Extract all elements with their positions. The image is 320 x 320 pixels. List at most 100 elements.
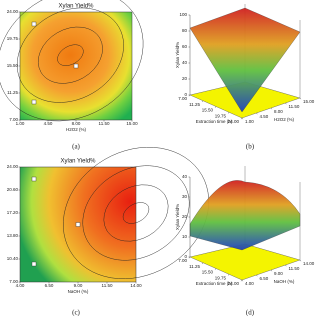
- z-tick-label: 10: [182, 234, 188, 239]
- z-tick-label: 0: [184, 254, 187, 259]
- z-tick-label: 100: [179, 12, 187, 17]
- design-point: [75, 222, 81, 227]
- y-tick-label: 19.75: [7, 36, 19, 41]
- axis-tick: [299, 259, 302, 262]
- contour-line: [82, 165, 190, 261]
- x-tick-label: 8.00: [72, 121, 81, 126]
- axis-tick: [240, 117, 243, 120]
- contour-line: [63, 147, 209, 279]
- axis-tick: [270, 269, 273, 272]
- x-axis-label: H2O2 (%): [66, 127, 87, 132]
- axis-tick-label: 11.50: [289, 266, 300, 271]
- y-tick-label: 10.40: [7, 256, 19, 261]
- axis-tick-label: 11.25: [189, 102, 200, 107]
- z-axis-label: Xylan Yield%: [175, 204, 180, 230]
- y-tick-label: 13.80: [7, 233, 19, 238]
- axis-tick: [256, 112, 258, 115]
- axis-tick-label: 11.50: [289, 104, 300, 109]
- z-tick-label: 60: [182, 44, 188, 49]
- design-point: [31, 261, 37, 267]
- axis-tick: [188, 94, 191, 97]
- design-point: [31, 99, 37, 105]
- axis-tick-label: 19.75: [215, 275, 227, 280]
- axis-tick: [241, 279, 244, 282]
- panel-label: (a): [72, 143, 80, 151]
- axis-tick-label: 19.75: [215, 113, 227, 118]
- panel-label: (d): [246, 309, 255, 317]
- contour-line: [122, 202, 150, 224]
- x-tick-label: 6.50: [45, 283, 54, 288]
- x-axis-label: NaOH (%): [68, 289, 89, 294]
- axis-tick: [188, 256, 191, 259]
- chart-title: Xylan Yield%: [58, 4, 94, 10]
- y-axis-label: Extraction time (h): [196, 119, 233, 124]
- x-tick-label: 11.50: [102, 283, 113, 288]
- axis-tick-label: 9.00: [274, 271, 283, 276]
- axis-tick-label: 4.50: [260, 114, 269, 119]
- y-tick-label: 17.20: [7, 210, 19, 215]
- axis-tick-label: 1.00: [245, 119, 254, 124]
- y-tick-label: 24.00: [7, 164, 19, 169]
- z-tick-label: 40: [182, 174, 188, 179]
- axis-tick-label: 24.00: [228, 119, 240, 124]
- x-tick-label: 4.50: [44, 121, 53, 126]
- design-point: [31, 21, 37, 27]
- axis-tick-label: 4.00: [245, 281, 254, 286]
- contour-line: [57, 44, 84, 66]
- axis-tick-label: 7.00: [178, 96, 187, 101]
- z-tick-label: 20: [182, 214, 188, 219]
- axis-tick: [227, 112, 230, 114]
- axis-tick-label: 8.00: [274, 109, 283, 114]
- x-axis-label: NaOH (%): [274, 279, 295, 284]
- panel-label: (b): [246, 143, 255, 151]
- x-tick-label: 9.00: [74, 283, 83, 288]
- axis-tick: [299, 97, 302, 100]
- z-tick-label: 30: [182, 194, 188, 199]
- x-tick-label: 11.50: [99, 121, 110, 126]
- axis-tick: [214, 106, 217, 108]
- axis-tick: [241, 117, 244, 120]
- axis-tick-label: 24.00: [228, 281, 240, 286]
- z-axis-label: Xylan Yield%: [175, 42, 180, 68]
- z-tick-label: 40: [182, 60, 188, 65]
- axis-tick-label: 14.00: [303, 261, 315, 266]
- axis-tick: [285, 264, 287, 267]
- axis-tick-label: 15.00: [303, 99, 315, 104]
- axis-tick: [227, 274, 230, 276]
- y-tick-label: 24.00: [7, 9, 19, 14]
- axis-tick: [256, 274, 258, 277]
- contour-line: [16, 7, 124, 103]
- axis-tick-label: 11.25: [189, 264, 200, 269]
- z-tick-label: 0: [184, 92, 187, 97]
- y-tick-label: 11.25: [7, 90, 18, 95]
- x-tick-label: 15.00: [126, 121, 138, 126]
- y-tick-label: 7.00: [9, 117, 18, 122]
- axis-tick: [240, 279, 243, 282]
- axis-tick-label: 15.50: [202, 270, 214, 275]
- response-surface: [189, 7, 301, 113]
- z-tick-label: 80: [182, 28, 188, 33]
- axis-tick: [285, 102, 287, 105]
- y-axis-label: Extraction time (h): [196, 281, 233, 286]
- x-axis-label: H2O2 (%): [274, 117, 295, 122]
- chart-title: Xylan Yield%: [60, 159, 96, 165]
- axis-tick-label: 7.00: [178, 258, 187, 263]
- x-tick-label: 4.00: [16, 283, 25, 288]
- panel-label: (c): [72, 309, 80, 317]
- axis-tick: [214, 268, 217, 270]
- x-tick-label: 14.00: [130, 283, 142, 288]
- contour-line: [103, 184, 169, 242]
- y-tick-label: 15.50: [7, 63, 19, 68]
- y-tick-label: 20.60: [7, 187, 19, 192]
- axis-tick-label: 15.50: [202, 108, 214, 113]
- z-tick-label: 20: [182, 76, 188, 81]
- y-tick-label: 7.00: [9, 279, 18, 284]
- contour-line: [0, 0, 144, 122]
- design-point: [31, 176, 37, 182]
- contour-line: [38, 26, 103, 84]
- axis-tick: [201, 262, 204, 265]
- axis-tick-label: 6.50: [260, 276, 269, 281]
- x-tick-label: 1.00: [16, 121, 25, 126]
- axis-tick: [270, 107, 273, 110]
